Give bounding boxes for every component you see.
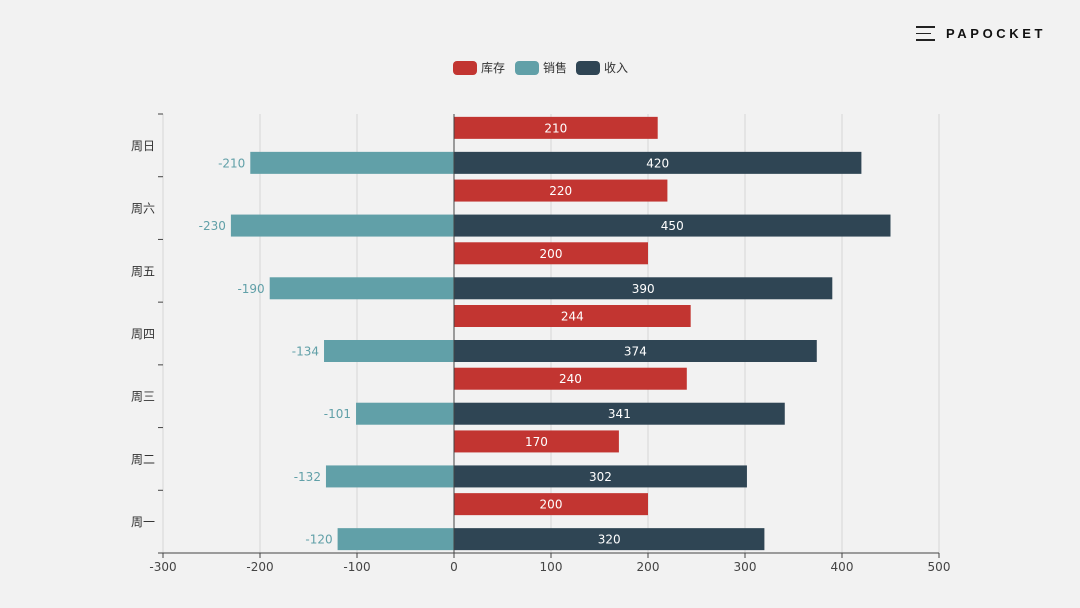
y-tick-label: 周一 <box>131 515 155 529</box>
bar-shouru <box>454 465 747 488</box>
bar-label-xiaoshou: -134 <box>292 345 319 359</box>
hamburger-menu-icon[interactable] <box>916 26 935 41</box>
bar-xiaoshou <box>325 465 454 488</box>
bar-label-shouru: 420 <box>646 156 669 170</box>
legend-label: 库存 <box>481 60 505 75</box>
brand-logo: PAPOCKET <box>916 26 1046 41</box>
bar-xiaoshou <box>269 277 454 300</box>
bar-label-xiaoshou: -132 <box>294 470 321 484</box>
bar-kucun <box>454 430 619 453</box>
bar-label-kucun: 244 <box>561 310 584 324</box>
bar-shouru <box>454 214 891 237</box>
x-tick-label: -300 <box>149 560 176 574</box>
legend-swatch <box>515 61 539 75</box>
x-tick-label: -100 <box>343 560 370 574</box>
bar-xiaoshou <box>337 528 454 551</box>
bar-kucun <box>454 179 668 202</box>
bar-shouru <box>454 340 817 362</box>
x-tick-label: 500 <box>928 560 951 574</box>
bar-kucun <box>454 242 648 265</box>
y-tick-label: 周四 <box>131 327 155 341</box>
bar-label-kucun: 200 <box>540 498 563 512</box>
bar-label-kucun: 170 <box>525 435 548 449</box>
bar-label-kucun: 240 <box>559 372 582 386</box>
x-tick-label: 400 <box>831 560 854 574</box>
x-tick-label: 100 <box>540 560 563 574</box>
bar-label-shouru: 390 <box>632 282 655 296</box>
bar-label-xiaoshou: -190 <box>237 282 264 296</box>
bar-label-xiaoshou: -120 <box>305 533 332 547</box>
bar-xiaoshou <box>250 151 454 174</box>
legend-swatch <box>453 61 477 75</box>
bar-label-xiaoshou: -210 <box>218 156 245 170</box>
bar-kucun <box>454 116 658 139</box>
legend-label: 收入 <box>604 61 628 75</box>
bar-xiaoshou <box>356 402 454 425</box>
bar-label-kucun: 220 <box>549 184 572 198</box>
bar-xiaoshou <box>324 340 454 362</box>
bar-label-shouru: 320 <box>598 533 621 547</box>
bar-label-kucun: 200 <box>540 247 563 261</box>
bar-kucun <box>454 367 687 390</box>
bar-label-shouru: 374 <box>624 345 647 359</box>
bar-label-shouru: 450 <box>661 219 684 233</box>
bar-shouru <box>454 277 833 300</box>
bar-xiaoshou <box>230 214 454 237</box>
x-tick-label: 300 <box>734 560 757 574</box>
y-tick-label: 周二 <box>131 452 155 466</box>
bar-label-shouru: 302 <box>589 470 612 484</box>
bar-kucun <box>454 493 648 516</box>
bar-shouru <box>454 528 765 551</box>
brand-name: PAPOCKET <box>946 26 1047 41</box>
bar-label-shouru: 341 <box>608 407 631 421</box>
y-tick-label: 周五 <box>131 264 155 278</box>
y-tick-label: 周日 <box>131 139 155 153</box>
bar-label-xiaoshou: -230 <box>199 219 226 233</box>
bar-shouru <box>454 402 785 425</box>
x-tick-label: 200 <box>637 560 660 574</box>
y-tick-label: 周三 <box>131 390 155 404</box>
bar-label-kucun: 210 <box>544 121 567 135</box>
legend-label: 销售 <box>543 60 567 75</box>
bar-shouru <box>454 151 862 174</box>
y-tick-label: 周六 <box>131 202 155 216</box>
legend-swatch <box>576 61 600 75</box>
x-tick-label: 0 <box>450 560 458 574</box>
bar-label-xiaoshou: -101 <box>324 407 351 421</box>
bar-kucun <box>454 305 691 327</box>
x-tick-label: -200 <box>246 560 273 574</box>
